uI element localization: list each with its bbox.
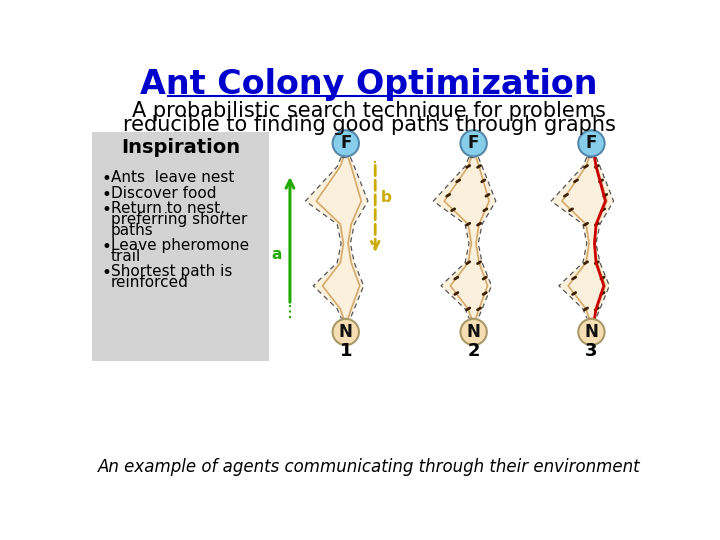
Text: F: F [468, 134, 480, 152]
Text: Return to nest,: Return to nest, [111, 201, 225, 216]
Text: F: F [586, 134, 597, 152]
Polygon shape [305, 157, 368, 318]
Text: trail: trail [111, 249, 141, 264]
Text: •: • [102, 186, 112, 204]
Circle shape [333, 130, 359, 157]
Text: •: • [102, 238, 112, 256]
Text: •: • [102, 170, 112, 188]
Text: Ant Colony Optimization: Ant Colony Optimization [140, 68, 598, 100]
FancyBboxPatch shape [92, 132, 269, 361]
Text: •: • [102, 264, 112, 282]
Circle shape [461, 130, 487, 157]
Text: b: b [381, 190, 392, 205]
Text: An example of agents communicating through their environment: An example of agents communicating throu… [98, 458, 640, 476]
Text: a: a [272, 247, 282, 262]
Text: Ants  leave nest: Ants leave nest [111, 170, 234, 185]
Polygon shape [433, 157, 496, 318]
Text: F: F [340, 134, 351, 152]
Text: Leave pheromone: Leave pheromone [111, 238, 249, 253]
Text: •: • [102, 201, 112, 219]
Text: Discover food: Discover food [111, 186, 217, 201]
Text: A probabilistic search technique for problems: A probabilistic search technique for pro… [132, 101, 606, 121]
Circle shape [578, 130, 605, 157]
Circle shape [578, 319, 605, 345]
Polygon shape [551, 157, 613, 318]
Text: reducible to finding good paths through graphs: reducible to finding good paths through … [122, 115, 616, 135]
Text: preferring shorter: preferring shorter [111, 212, 247, 227]
Text: 3: 3 [585, 342, 598, 360]
Text: reinforced: reinforced [111, 275, 189, 290]
Text: Inspiration: Inspiration [121, 138, 240, 157]
Text: Shortest path is: Shortest path is [111, 264, 233, 279]
Text: N: N [467, 323, 480, 341]
Text: paths: paths [111, 222, 153, 238]
Circle shape [461, 319, 487, 345]
Text: N: N [585, 323, 598, 341]
Text: N: N [339, 323, 353, 341]
Circle shape [333, 319, 359, 345]
Text: 2: 2 [467, 342, 480, 360]
Text: 1: 1 [340, 342, 352, 360]
